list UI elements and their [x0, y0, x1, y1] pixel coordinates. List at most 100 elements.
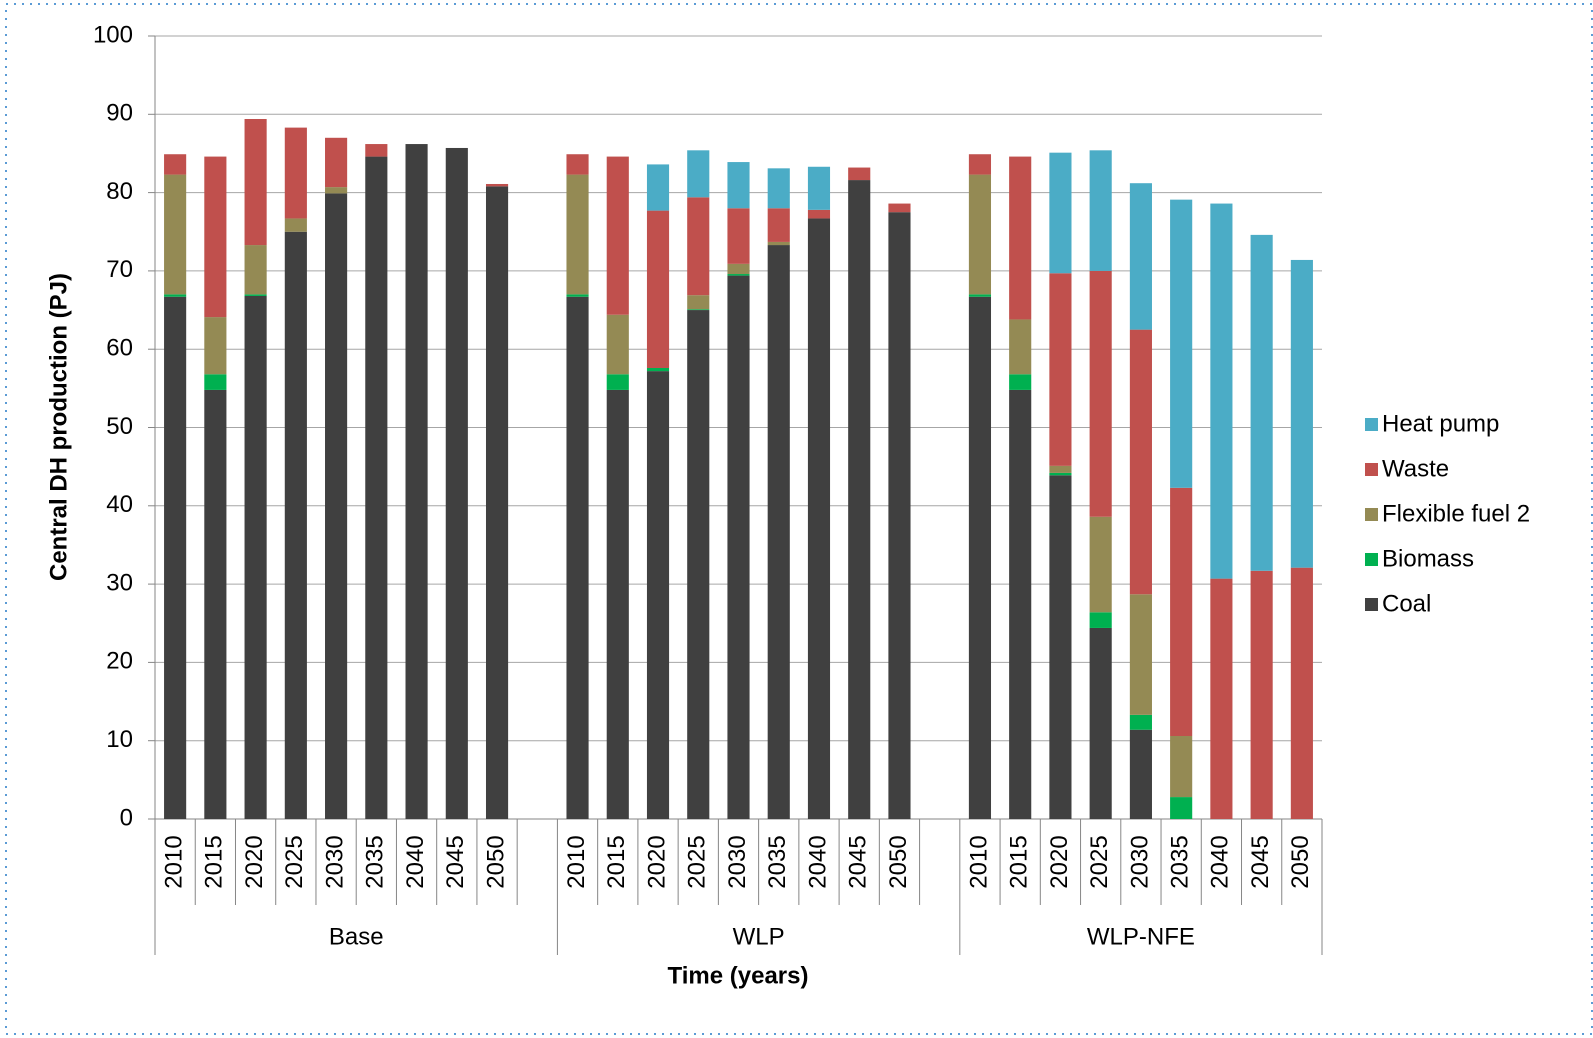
x-tick-label: 2020: [241, 835, 268, 888]
bar-segment: [1009, 374, 1032, 390]
y-tick-label: 40: [106, 491, 133, 518]
legend-label: Flexible fuel 2: [1382, 500, 1530, 527]
bar-segment: [1129, 714, 1152, 730]
group-label: Base: [329, 923, 384, 950]
bar-segment: [244, 294, 267, 296]
bar-segment: [1089, 612, 1112, 628]
y-axis-title: Central DH production (PJ): [45, 273, 72, 581]
frame: [5, 3, 1593, 1035]
x-tick-label: 2020: [1046, 835, 1073, 888]
x-tick-label: 2025: [684, 835, 711, 888]
bar-segment: [968, 154, 992, 175]
legend-swatch: [1365, 418, 1378, 431]
x-tick-label: 2045: [845, 835, 872, 888]
bar-segment: [244, 118, 267, 246]
legend-swatch: [1365, 463, 1378, 476]
legend-label: Waste: [1382, 455, 1449, 482]
x-tick-label: 2040: [1207, 835, 1234, 888]
bar-segment: [284, 127, 307, 219]
bar-segment: [204, 389, 227, 819]
x-tick-label: 2025: [1086, 835, 1113, 888]
x-tick-label: 2025: [281, 835, 308, 888]
bar-segment: [1049, 152, 1072, 274]
bar-segment: [1049, 472, 1072, 476]
bar-segment: [485, 186, 509, 819]
x-axis-title: Time (years): [668, 962, 809, 989]
bar-segment: [1129, 183, 1152, 330]
x-tick-label: 2030: [1126, 835, 1153, 888]
bar-segment: [164, 154, 187, 175]
x-tick-label: 2010: [563, 835, 590, 888]
x-tick-label: 2015: [201, 835, 228, 888]
bar-segment: [1250, 234, 1273, 571]
bar-segment: [646, 371, 670, 819]
bar-segment: [687, 310, 710, 819]
bar-segment: [164, 296, 187, 819]
bar-segment: [727, 263, 750, 275]
bar-segment: [767, 168, 790, 209]
bar-segment: [1049, 273, 1072, 466]
bar-segment: [767, 208, 790, 242]
bar-segment: [284, 218, 307, 232]
bar-segment: [606, 374, 629, 390]
y-tick-label: 70: [106, 256, 133, 283]
bar-segment: [687, 197, 710, 296]
group-label: WLP: [733, 923, 785, 950]
bar-segment: [244, 295, 267, 819]
y-tick-label: 50: [106, 413, 133, 440]
y-tick-label: 0: [120, 804, 133, 831]
bar-segment: [1250, 570, 1273, 819]
x-tick-label: 2050: [1287, 835, 1314, 888]
bar-segment: [365, 156, 388, 819]
bar-segment: [1170, 487, 1193, 737]
bar-segment: [1089, 150, 1112, 271]
bar-segment: [365, 144, 388, 157]
bar-segment: [727, 275, 750, 819]
bar-segment: [204, 317, 227, 375]
bar-segment: [405, 144, 428, 819]
x-tick-label: 2015: [603, 835, 630, 888]
legend-label: Heat pump: [1382, 410, 1499, 437]
bar-segment: [1009, 156, 1032, 320]
bar-segment: [566, 296, 589, 819]
bar-segment: [1290, 259, 1313, 568]
x-tick-label: 2010: [160, 835, 187, 888]
bar-segment: [807, 218, 831, 820]
bar-segment: [888, 203, 911, 213]
bar-segment: [1129, 729, 1152, 819]
legend-swatch: [1365, 508, 1378, 521]
x-tick-label: 2035: [362, 835, 389, 888]
y-tick-label: 60: [106, 335, 133, 362]
bar-segment: [566, 174, 589, 295]
bar-segment: [1049, 465, 1072, 473]
bar-segment: [1210, 203, 1233, 579]
bar-segment: [968, 174, 992, 295]
bar-segment: [848, 167, 871, 181]
bar-segment: [606, 314, 629, 375]
bar-segment: [807, 209, 831, 219]
bar-segment: [646, 367, 670, 372]
bar-segment: [1089, 627, 1112, 819]
bar-segment: [807, 166, 831, 210]
x-tick-label: 2045: [1247, 835, 1274, 888]
bar-segment: [646, 164, 670, 211]
bar-segment: [1170, 199, 1193, 488]
x-tick-label: 2040: [402, 835, 429, 888]
bar-segment: [888, 212, 911, 820]
bar-segment: [1290, 567, 1313, 819]
bar-segment: [767, 241, 790, 246]
y-tick-label: 90: [106, 100, 133, 127]
x-tick-label: 2020: [643, 835, 670, 888]
legend-swatch: [1365, 553, 1378, 566]
x-tick-label: 2045: [442, 835, 469, 888]
x-tick-label: 2030: [321, 835, 348, 888]
bar-segment: [445, 147, 468, 819]
bar-segment: [968, 294, 992, 297]
x-tick-label: 2035: [1166, 835, 1193, 888]
bar-segment: [325, 187, 348, 194]
bar-segment: [687, 309, 710, 311]
bar-segment: [1089, 516, 1112, 613]
x-tick-label: 2050: [482, 835, 509, 888]
